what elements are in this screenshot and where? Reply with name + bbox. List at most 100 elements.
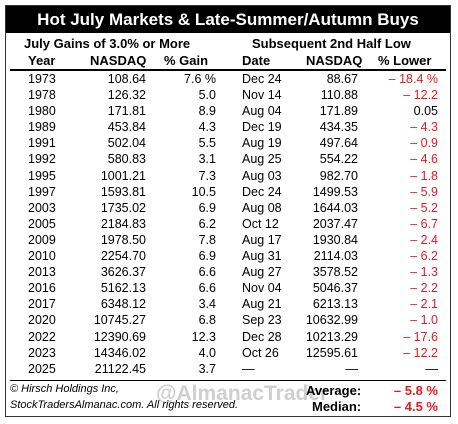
cell-july-nasdaq: 1978.50 [100,232,146,247]
cell-low-date: Oct 12 [242,216,279,231]
cell-july-nasdaq: 171.81 [107,104,146,119]
cell-low-nasdaq: 110.88 [320,88,358,103]
cell-july-nasdaq: 1001.21 [100,168,146,183]
cell-lower: – 1.8 [410,168,438,183]
cell-year: 1980 [28,104,56,119]
cell-july-nasdaq: 6348.12 [100,297,146,312]
table-frame: Hot July Markets & Late-Summer/Autumn Bu… [5,5,451,417]
table-row: 1980 171.81 8.9 Aug 04 171.89 0.05 [6,104,450,120]
table-row: 1995 1001.21 7.3 Aug 03 982.70 – 1.8 [6,169,450,185]
cell-gain: 5.5 [198,136,216,151]
col-head-july-nasdaq: NASDAQ [90,53,147,68]
table-row: 2020 10745.27 6.8 Sep 23 10632.99 – 1.0 [6,313,450,329]
cell-year: 1995 [28,168,56,183]
cell-low-nasdaq: 1644.03 [312,200,358,215]
cell-gain: 5.0 [198,88,216,103]
cell-july-nasdaq: 1593.81 [100,184,146,199]
cell-gain: 6.6 [198,265,216,280]
cell-july-nasdaq: 502.04 [107,136,146,151]
cell-low-date: Dec 24 [242,184,282,199]
table-row: 2005 2184.83 6.2 Oct 12 2037.47 – 6.7 [6,217,450,233]
cell-year: 1989 [28,120,56,135]
table-title: Hot July Markets & Late-Summer/Autumn Bu… [6,6,450,33]
website-text: StockTradersAlmanac.com. All rights rese… [10,399,239,411]
cell-lower: – 2.1 [410,297,438,312]
cell-low-nasdaq: — [345,361,359,376]
cell-gain: 6.8 [198,313,216,328]
cell-lower: – 2.2 [410,281,438,296]
table-row: 2003 1735.02 6.9 Aug 08 1644.03 – 5.2 [6,201,450,217]
cell-year: 1992 [28,152,56,167]
cell-low-date: Aug 31 [242,249,282,264]
median-label: Median: [312,399,362,414]
cell-low-nasdaq: 5046.37 [312,281,358,296]
cell-july-nasdaq: 5162.13 [100,281,146,296]
cell-july-nasdaq: 2184.83 [100,216,146,231]
cell-year: 2009 [28,232,56,247]
cell-lower: – 4.6 [410,152,438,167]
cell-gain: 6.9 [198,200,216,215]
cell-gain: 3.1 [198,152,216,167]
cell-year: 2013 [28,265,56,280]
average-label: Average: [306,383,362,398]
header-rule [10,69,446,71]
cell-lower: – 6.2 [410,249,438,264]
cell-low-date: Nov 14 [242,88,282,103]
cell-year: 2023 [28,345,56,360]
table-row: 2022 12390.69 12.3 Dec 28 10213.29 – 17.6 [6,330,450,346]
cell-gain: 3.4 [198,297,216,312]
cell-year: 1997 [28,184,56,199]
cell-low-nasdaq: 2114.03 [313,249,358,264]
cell-july-nasdaq: 10745.27 [93,313,146,328]
cell-year: 2010 [28,249,56,264]
cell-july-nasdaq: 1735.02 [100,200,146,215]
footer-rule [10,380,446,381]
cell-year: 1978 [28,88,56,103]
cell-low-nasdaq: 12595.61 [305,345,358,360]
cell-lower: – 6.7 [410,216,438,231]
cell-gain: 8.9 [198,104,216,119]
cell-low-date: — [242,361,255,376]
cell-july-nasdaq: 3626.37 [100,265,146,280]
average-value: – 5.8 % [393,383,438,398]
cell-low-date: Oct 26 [242,345,279,360]
col-head-lower: % Lower [378,53,432,68]
cell-low-nasdaq: 10632.99 [305,313,358,328]
cell-lower: – 5.9 [410,184,438,199]
cell-lower: – 5.2 [410,200,438,215]
cell-low-nasdaq: 171.89 [319,104,358,119]
table-row: 1997 1593.81 10.5 Dec 24 1499.53 – 5.9 [6,185,450,201]
table-row: 1992 580.83 3.1 Aug 25 554.22 – 4.6 [6,152,450,168]
cell-year: 2025 [28,361,56,376]
cell-lower: 0.05 [413,104,438,119]
cell-low-nasdaq: 2037.47 [312,216,358,231]
col-head-date: Date [242,53,271,68]
header-july-gains: July Gains of 3.0% or More [24,36,191,51]
cell-gain: 7.8 [198,232,216,247]
table-row: 2010 2254.70 6.9 Aug 31 2114.03 – 6.2 [6,249,450,265]
cell-july-nasdaq: 453.84 [107,120,146,135]
cell-low-nasdaq: 554.22 [319,152,358,167]
cell-gain: 12.3 [191,329,216,344]
table-row: 1978 126.32 5.0 Nov 14 110.88 – 12.2 [6,88,450,104]
cell-gain: 6.6 [198,281,216,296]
cell-july-nasdaq: 2254.70 [100,249,146,264]
cell-year: 2016 [28,281,56,296]
cell-gain: 6.9 [198,249,216,264]
cell-july-nasdaq: 580.83 [107,152,146,167]
cell-gain: 4.3 [198,120,216,135]
table-body: 1973 108.64 7.6 % Dec 24 88.67 – 18.4 % 1978 12… [6,72,450,378]
cell-lower: – 18.4 % [388,72,438,86]
cell-low-nasdaq: 982.70 [319,168,358,183]
table-row: 2017 6348.12 3.4 Aug 21 6213.13 – 2.1 [6,297,450,313]
col-head-low-nasdaq: NASDAQ [306,53,363,68]
cell-low-date: Aug 17 [242,232,282,247]
table-row: 1973 108.64 7.6 % Dec 24 88.67 – 18.4 % [6,72,450,88]
cell-low-date: Aug 03 [242,168,282,183]
median-value: – 4.5 % [393,399,438,414]
cell-low-date: Aug 25 [242,152,282,167]
header-subsequent-low: Subsequent 2nd Half Low [252,36,411,51]
cell-lower: – 1.0 [410,313,438,328]
cell-year: 2017 [28,297,56,312]
cell-lower: – 0.9 [410,136,438,151]
